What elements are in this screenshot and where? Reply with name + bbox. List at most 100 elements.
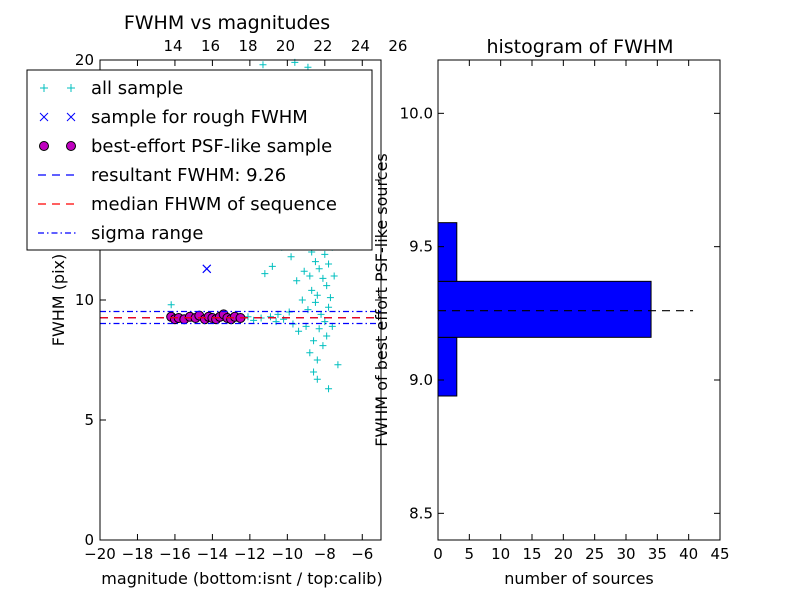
scatter-x-ticks: −20 −18 −16 −14 −12 −10 −8 −6 [84, 60, 373, 563]
all-sample-point [319, 342, 327, 350]
all-sample-point [261, 270, 269, 278]
scatter-top-tick-label: 18 [238, 37, 257, 55]
all-sample-point [310, 337, 318, 345]
histogram-x-label: number of sources [504, 569, 654, 588]
histogram-x-tick-label: 10 [491, 545, 510, 563]
scatter-x-tick-label: −20 [84, 545, 116, 563]
histogram-x-tick-label: 15 [522, 545, 541, 563]
all-sample-point [250, 316, 258, 324]
legend-label: best-effort PSF-like sample [91, 136, 332, 157]
histogram-y-tick-label: 9.5 [409, 238, 433, 256]
legend-x-marker [66, 112, 76, 122]
histogram-bar [437, 336, 458, 397]
all-sample-point [287, 253, 295, 261]
legend-x-marker [39, 112, 49, 122]
legend-item: resultant FWHM: 9.26 [38, 165, 286, 186]
all-sample-point [323, 332, 331, 340]
all-sample-point [313, 375, 321, 383]
histogram-x-tick-label: 30 [616, 545, 635, 563]
histogram-x-tick-label: 5 [465, 545, 475, 563]
all-sample-point [244, 313, 252, 321]
all-sample-point [334, 361, 342, 369]
scatter-y-tick-label: 10 [75, 291, 94, 309]
all-sample-point [319, 274, 327, 282]
all-sample-point [306, 349, 314, 357]
scatter-x-label: magnitude (bottom:isnt / top:calib) [101, 569, 382, 588]
scatter-y-tick-label: 0 [84, 531, 94, 549]
histogram-y-ticks: 8.5 9.0 9.5 10.0 [400, 104, 720, 522]
scatter-y-tick-label: 5 [84, 411, 94, 429]
all-sample-point [313, 356, 321, 364]
histogram-y-tick-label: 9.0 [409, 371, 433, 389]
all-sample-point [311, 298, 319, 306]
all-sample-point [315, 265, 323, 273]
histogram-panel: histogram of FWHM 0 5 10 15 20 25 30 35 40 45 8.5… [372, 36, 730, 588]
all-sample-point [330, 272, 338, 280]
all-sample-point [325, 260, 333, 268]
legend-circle-marker [39, 141, 49, 151]
legend-box [26, 69, 373, 251]
all-sample-point [300, 267, 308, 275]
legend-item: best-effort PSF-like sample [39, 136, 332, 157]
all-sample-point [311, 258, 319, 266]
histogram-x-ticks: 0 5 10 15 20 25 30 35 40 45 [433, 60, 730, 563]
legend-item: sigma range [38, 223, 203, 244]
scatter-top-tick-label: 20 [276, 37, 295, 55]
all-sample-point [313, 291, 321, 299]
scatter-top-ticks: 14 16 18 20 22 24 26 [164, 37, 408, 55]
histogram-bar [437, 222, 458, 282]
scatter-x-tick-label: −6 [351, 545, 373, 563]
histogram-y-tick-label: 8.5 [409, 504, 433, 522]
histogram-y-label: FWHM of best effort PSF-like sources [372, 153, 391, 447]
all-sample-point [298, 296, 306, 304]
rough-sample-point [202, 264, 212, 274]
scatter-y-label: FWHM (pix) [49, 254, 68, 347]
histogram-x-tick-label: 35 [648, 545, 667, 563]
scatter-x-tick-label: −10 [272, 545, 304, 563]
histogram-bar [437, 280, 652, 338]
scatter-reference-lines [100, 310, 381, 325]
all-sample-point [306, 272, 314, 280]
all-sample-point [321, 318, 329, 326]
histogram-x-tick-label: 0 [433, 545, 443, 563]
all-sample-point [323, 282, 331, 290]
scatter-x-tick-label: −14 [197, 545, 229, 563]
histogram-y-tick-label: 10.0 [400, 104, 433, 122]
scatter-x-tick-label: −12 [234, 545, 266, 563]
legend-label: sigma range [91, 223, 203, 244]
all-sample-point [266, 313, 274, 321]
legend-item: all sample [40, 78, 183, 99]
scatter-top-tick-label: 26 [388, 37, 407, 55]
all-sample-point [268, 262, 276, 270]
all-sample-point [325, 385, 333, 393]
all-sample-point [167, 301, 175, 309]
all-sample-point [321, 250, 329, 258]
legend-label: all sample [91, 78, 183, 99]
scatter-top-tick-label: 14 [164, 37, 183, 55]
legend-items: all sample sample for rough FWHM best-effo… [38, 78, 337, 244]
scatter-top-tick-label: 16 [201, 37, 220, 55]
all-sample-point [310, 368, 318, 376]
scatter-panel: FWHM vs magnitudes −20 −18 −16 −14 −12 −10 −8−… [26, 12, 408, 588]
histogram-title: histogram of FWHM [486, 36, 673, 58]
all-sample-point [295, 327, 303, 335]
histogram-axes-frame [437, 59, 721, 541]
histogram-x-tick-label: 20 [554, 545, 573, 563]
all-sample-point [280, 315, 288, 323]
legend-label: resultant FWHM: 9.26 [91, 165, 286, 186]
legend-circle-marker [66, 141, 76, 151]
scatter-y-tick-label: 20 [75, 51, 94, 69]
legend-plus-marker [40, 84, 48, 92]
legend-item: median FHWM of sequence [38, 194, 337, 215]
scatter-title: FWHM vs magnitudes [124, 12, 330, 34]
all-sample-point [315, 325, 323, 333]
legend-plus-marker [67, 84, 75, 92]
scatter-top-tick-label: 24 [351, 37, 370, 55]
legend-label: median FHWM of sequence [91, 194, 337, 215]
all-sample-point [325, 303, 333, 311]
histogram-x-tick-label: 40 [679, 545, 698, 563]
all-sample-point [308, 286, 316, 294]
histogram-bars [437, 222, 652, 397]
all-sample-point [259, 61, 267, 69]
